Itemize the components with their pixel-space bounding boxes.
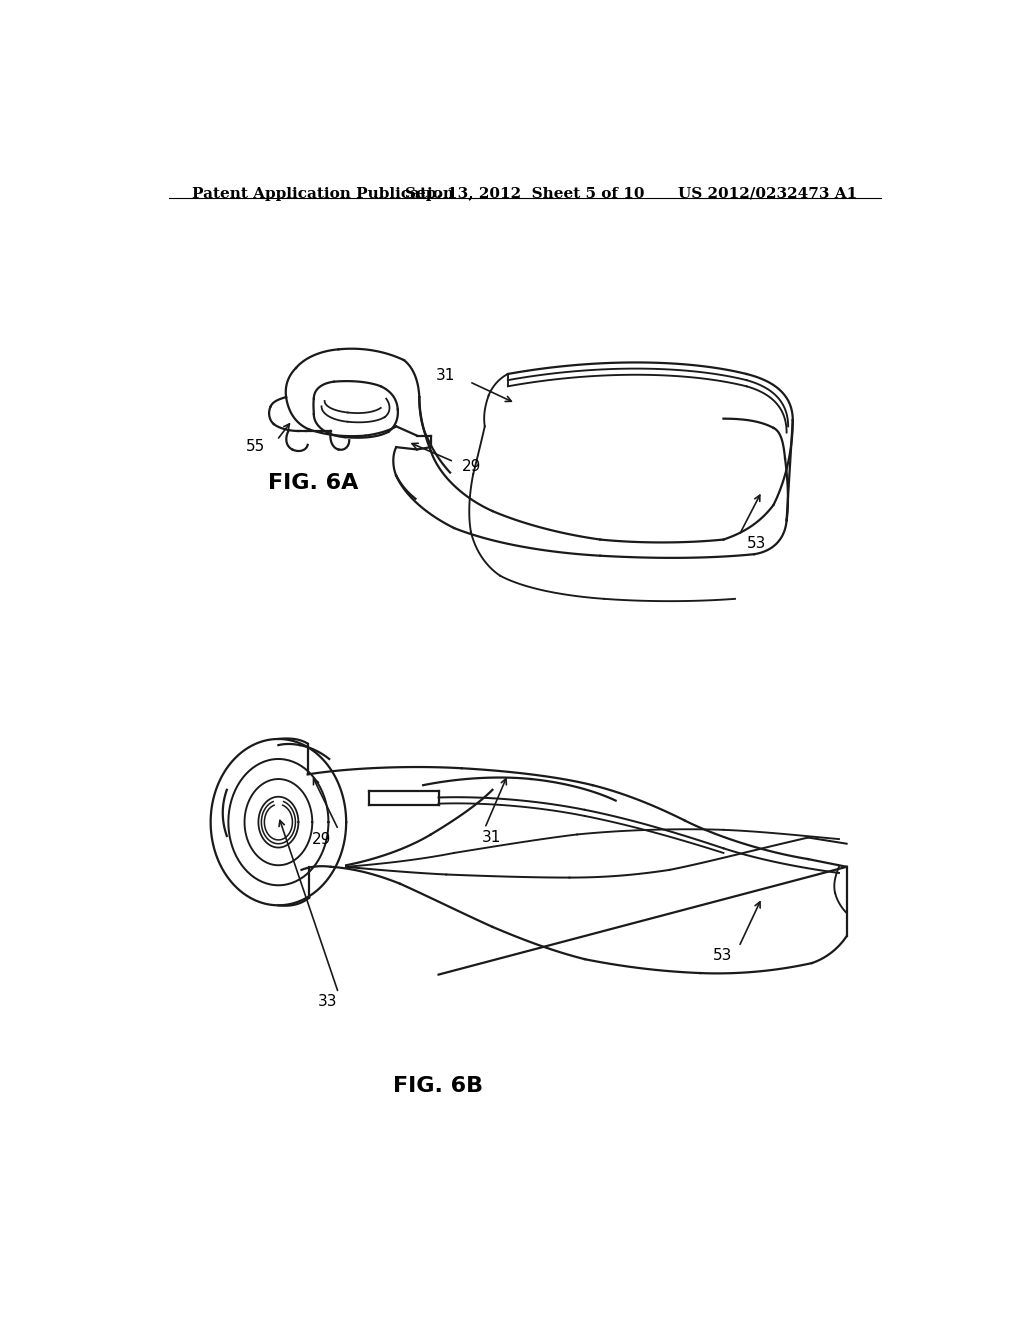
Text: US 2012/0232473 A1: US 2012/0232473 A1 — [678, 187, 857, 201]
Text: 31: 31 — [481, 830, 501, 845]
Text: 33: 33 — [317, 994, 337, 1008]
Text: FIG. 6B: FIG. 6B — [393, 1076, 483, 1096]
Text: 31: 31 — [436, 368, 456, 383]
Text: Patent Application Publication: Patent Application Publication — [193, 187, 455, 201]
Text: 29: 29 — [311, 832, 331, 846]
Text: 53: 53 — [746, 536, 766, 550]
Text: 53: 53 — [714, 948, 733, 962]
Text: 29: 29 — [462, 459, 481, 474]
Text: 55: 55 — [246, 438, 265, 454]
Text: Sep. 13, 2012  Sheet 5 of 10: Sep. 13, 2012 Sheet 5 of 10 — [406, 187, 644, 201]
Text: FIG. 6A: FIG. 6A — [267, 473, 358, 492]
